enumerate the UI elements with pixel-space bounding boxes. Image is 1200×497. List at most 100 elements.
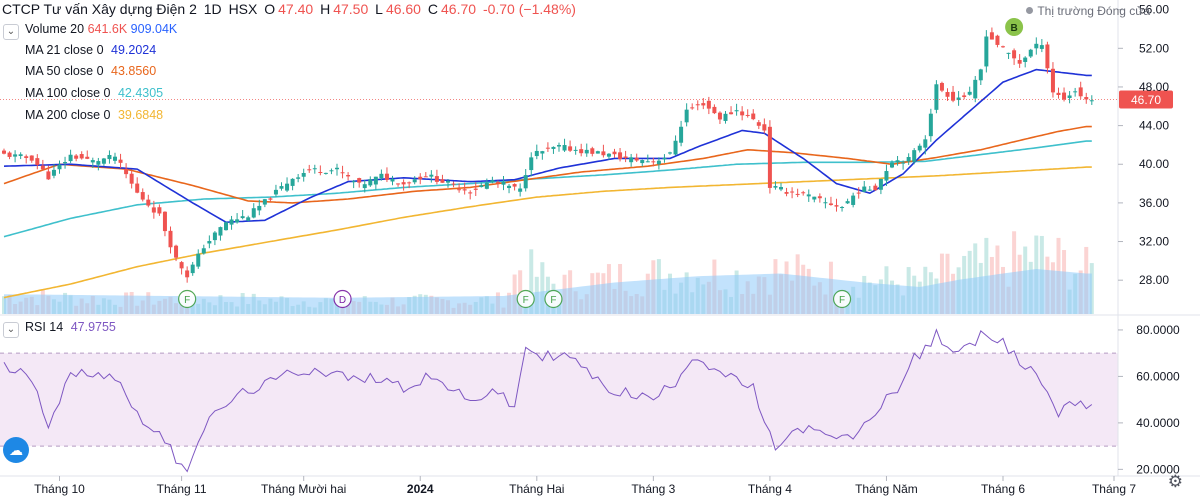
candle-body: [423, 176, 428, 178]
candle-body: [695, 104, 700, 106]
candle-body: [434, 176, 439, 182]
collapse-rsi-button[interactable]: ⌄: [3, 322, 19, 338]
candle-body: [57, 164, 62, 170]
volume-bar: [540, 262, 545, 314]
candle-body: [606, 153, 611, 157]
candle-body: [162, 211, 167, 232]
volume-bar: [512, 274, 517, 314]
candle-body: [890, 162, 894, 168]
ma50-value: 43.8560: [111, 64, 157, 78]
volume-legend[interactable]: Volume 20 641.6K 909.04K: [25, 22, 177, 36]
candle-body: [240, 216, 245, 219]
candle-body: [634, 157, 639, 161]
candle-body: [1067, 95, 1072, 99]
candle-body: [490, 180, 495, 183]
ma50-legend[interactable]: MA 50 close 0 43.8560: [25, 64, 156, 78]
price-tick-label: 56.00: [1139, 3, 1169, 17]
ma100-value: 42.4305: [117, 86, 164, 100]
candle-body: [218, 227, 223, 236]
time-tick-label: Tháng Năm: [855, 482, 918, 496]
market-closed-dot: [1026, 7, 1034, 14]
rsi-value: 47.9755: [70, 320, 116, 334]
volume-ma-value: 909.04K: [130, 22, 178, 36]
candle-body: [623, 156, 628, 159]
event-marker: [516, 289, 535, 309]
candle-body: [784, 192, 789, 194]
candle-body: [351, 181, 356, 183]
event-marker: [832, 289, 852, 309]
candle-body: [762, 124, 767, 131]
candle-body: [113, 156, 117, 161]
candle-body: [712, 106, 717, 114]
candle-body: [501, 181, 506, 185]
rsi-line: [3, 328, 1093, 473]
interval-label[interactable]: 1D: [203, 1, 222, 17]
candle-body: [1028, 49, 1033, 57]
exchange-label: HSX: [228, 1, 258, 17]
price-tick-label: 52.00: [1139, 41, 1169, 55]
candle-body: [862, 186, 867, 192]
ma200-line: [3, 166, 1092, 299]
time-tick-label: Tháng 4: [748, 482, 792, 496]
tradingview-logo-icon[interactable]: ☁: [3, 437, 29, 463]
candle-body: [1073, 91, 1078, 93]
ma100-legend[interactable]: MA 100 close 0 42.4305: [25, 86, 163, 100]
candle-body: [523, 175, 528, 189]
candle-body: [873, 185, 878, 191]
candle-body: [262, 199, 267, 205]
trade-marker: [1005, 18, 1024, 36]
rsi-legend[interactable]: RSI 14 47.9755: [25, 320, 116, 334]
ma200-legend[interactable]: MA 200 close 0 39.6848: [25, 108, 163, 122]
candle-body: [207, 241, 212, 244]
ma50-line: [3, 125, 1092, 204]
candle-body: [1089, 100, 1094, 102]
volume-label: Volume 20: [25, 22, 85, 36]
candle-body: [251, 208, 256, 218]
settings-gear-icon[interactable]: ⚙: [1167, 472, 1183, 491]
ma21-label: MA 21 close 0: [25, 43, 104, 57]
candle-body: [601, 151, 606, 156]
candle-body: [967, 91, 972, 95]
candle-body: [595, 151, 600, 154]
candle-body: [312, 168, 317, 170]
event-marker: [333, 289, 352, 309]
candle-body: [1056, 92, 1061, 95]
last-price-tag: [1119, 90, 1173, 109]
close-value: 46.70: [441, 1, 477, 17]
candle-body: [35, 158, 40, 165]
candle-body: [512, 184, 517, 187]
rsi-label: RSI 14: [25, 320, 64, 334]
candle-body: [734, 110, 739, 112]
symbol-title[interactable]: CTCP Tư vấn Xây dựng Điện 2: [2, 1, 197, 17]
candle-body: [279, 186, 284, 189]
candle-body: [29, 155, 34, 161]
candle-body: [668, 152, 672, 154]
rsi-tick-label: 20.0000: [1136, 462, 1180, 476]
collapse-legend-button[interactable]: ⌄: [3, 24, 19, 40]
candle-body: [440, 179, 445, 183]
ma21-legend[interactable]: MA 21 close 0 49.2024: [25, 43, 156, 57]
candle-body: [573, 149, 578, 151]
candle-body: [229, 219, 234, 225]
candle-body: [828, 203, 833, 206]
candle-body: [479, 185, 484, 188]
candle-body: [1045, 44, 1050, 69]
candle-body: [1078, 87, 1083, 97]
volume-bar: [529, 249, 534, 314]
low-value: 46.60: [385, 1, 421, 17]
candle-body: [168, 230, 173, 248]
time-tick-label: Tháng 6: [981, 482, 1025, 496]
candle-body: [895, 160, 900, 163]
symbol-header: CTCP Tư vấn Xây dựng Điện 2 1D HSX O 47.4…: [2, 1, 579, 17]
candle-body: [224, 222, 228, 231]
candle-body: [323, 172, 328, 174]
candle-body: [495, 181, 500, 183]
high-value: 47.50: [333, 1, 369, 17]
candle-body: [540, 151, 545, 154]
candle-body: [451, 183, 456, 185]
candle-body: [40, 165, 45, 170]
candle-body: [590, 148, 595, 154]
candle-body: [618, 152, 623, 160]
candle-body: [140, 192, 145, 200]
